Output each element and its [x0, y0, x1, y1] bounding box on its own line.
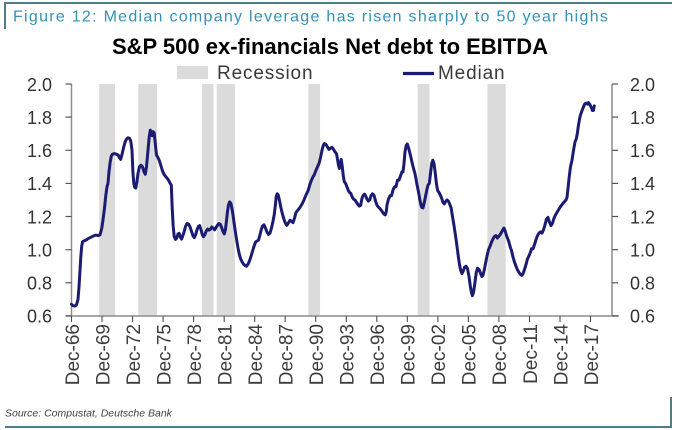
svg-text:1.8: 1.8 [630, 108, 655, 128]
svg-text:Dec-84: Dec-84 [246, 324, 267, 386]
svg-text:Figure 12: Median company leve: Figure 12: Median company leverage has r… [13, 9, 609, 26]
svg-text:Dec-99: Dec-99 [399, 324, 420, 385]
svg-text:Source: Compustat, Deutsche Ba: Source: Compustat, Deutsche Bank [5, 408, 173, 420]
svg-text:S&P 500 ex-financials Net debt: S&P 500 ex-financials Net debt to EBITDA [112, 34, 548, 59]
svg-text:Dec-05: Dec-05 [460, 324, 481, 385]
svg-text:Dec-14: Dec-14 [551, 324, 572, 386]
svg-text:Dec-69: Dec-69 [93, 324, 114, 385]
svg-text:1.4: 1.4 [630, 174, 655, 194]
svg-text:0.6: 0.6 [630, 307, 655, 327]
svg-text:Dec-90: Dec-90 [307, 324, 328, 385]
svg-text:1.0: 1.0 [27, 241, 52, 261]
svg-text:Dec-87: Dec-87 [277, 324, 298, 385]
svg-text:Dec-93: Dec-93 [338, 324, 359, 385]
svg-text:Dec-78: Dec-78 [185, 324, 206, 385]
svg-text:Dec-72: Dec-72 [124, 324, 145, 385]
svg-text:1.8: 1.8 [27, 108, 52, 128]
svg-text:2.0: 2.0 [630, 75, 655, 95]
svg-text:Median: Median [438, 63, 505, 84]
svg-text:1.4: 1.4 [27, 174, 52, 194]
svg-text:Dec-11: Dec-11 [521, 324, 542, 384]
svg-text:Dec-02: Dec-02 [429, 324, 450, 385]
svg-text:1.6: 1.6 [27, 141, 52, 161]
svg-text:Dec-66: Dec-66 [63, 324, 84, 385]
svg-text:1.2: 1.2 [630, 207, 655, 227]
svg-text:Recession: Recession [217, 63, 313, 84]
svg-text:Dec-81: Dec-81 [216, 324, 237, 385]
svg-text:Dec-75: Dec-75 [154, 324, 175, 385]
svg-text:2.0: 2.0 [27, 75, 52, 95]
svg-text:1.2: 1.2 [27, 207, 52, 227]
svg-text:0.8: 0.8 [27, 274, 52, 294]
svg-text:Dec-08: Dec-08 [490, 324, 511, 385]
svg-text:1.0: 1.0 [630, 241, 655, 261]
svg-text:0.8: 0.8 [630, 274, 655, 294]
svg-text:Dec-17: Dec-17 [582, 324, 603, 385]
svg-text:Dec-96: Dec-96 [368, 324, 389, 385]
svg-text:0.6: 0.6 [27, 307, 52, 327]
svg-text:1.6: 1.6 [630, 141, 655, 161]
